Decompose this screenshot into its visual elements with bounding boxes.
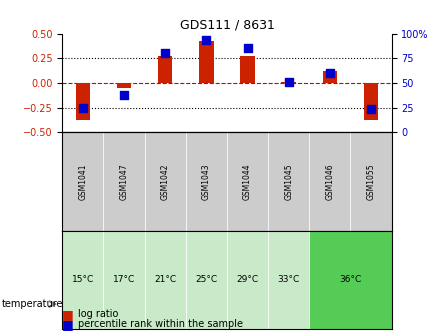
- Bar: [158, 56, 172, 83]
- Point: [203, 38, 210, 43]
- Bar: [268, 132, 309, 231]
- Text: 25°C: 25°C: [195, 276, 218, 285]
- Bar: [351, 132, 392, 231]
- Bar: [199, 41, 214, 83]
- Text: GSM1042: GSM1042: [161, 163, 170, 200]
- Bar: [186, 132, 227, 231]
- Bar: [227, 231, 268, 329]
- Text: percentile rank within the sample: percentile rank within the sample: [78, 319, 243, 329]
- Text: GSM1041: GSM1041: [78, 163, 87, 200]
- Text: log ratio: log ratio: [78, 309, 118, 319]
- Text: GSM1046: GSM1046: [325, 163, 334, 200]
- Bar: [145, 132, 186, 231]
- Text: ■: ■: [62, 318, 74, 331]
- Title: GDS111 / 8631: GDS111 / 8631: [179, 18, 275, 31]
- Bar: [227, 132, 268, 231]
- Text: 36°C: 36°C: [340, 276, 362, 285]
- Text: GSM1047: GSM1047: [120, 163, 129, 200]
- Text: 33°C: 33°C: [278, 276, 300, 285]
- Bar: [62, 231, 104, 329]
- Point: [79, 105, 86, 110]
- Bar: [76, 83, 90, 120]
- Text: 15°C: 15°C: [72, 276, 94, 285]
- Bar: [117, 83, 131, 88]
- Point: [285, 79, 292, 85]
- Point: [368, 107, 375, 112]
- Bar: [282, 82, 296, 83]
- Text: 21°C: 21°C: [154, 276, 176, 285]
- Bar: [268, 231, 309, 329]
- Bar: [104, 231, 145, 329]
- Point: [244, 46, 251, 51]
- Bar: [104, 132, 145, 231]
- Text: GSM1043: GSM1043: [202, 163, 211, 200]
- Bar: [240, 56, 255, 83]
- Bar: [364, 83, 378, 120]
- Text: GSM1045: GSM1045: [284, 163, 293, 200]
- Bar: [186, 231, 227, 329]
- Text: GSM1055: GSM1055: [367, 163, 376, 200]
- Bar: [323, 71, 337, 83]
- Point: [162, 51, 169, 56]
- Bar: [309, 231, 392, 329]
- Bar: [145, 231, 186, 329]
- Text: ■: ■: [62, 308, 74, 321]
- Point: [326, 70, 333, 76]
- Bar: [62, 132, 104, 231]
- Bar: [309, 132, 351, 231]
- Point: [121, 92, 128, 97]
- Text: GSM1044: GSM1044: [243, 163, 252, 200]
- Text: 17°C: 17°C: [113, 276, 135, 285]
- Text: 29°C: 29°C: [236, 276, 259, 285]
- Text: temperature: temperature: [2, 299, 64, 309]
